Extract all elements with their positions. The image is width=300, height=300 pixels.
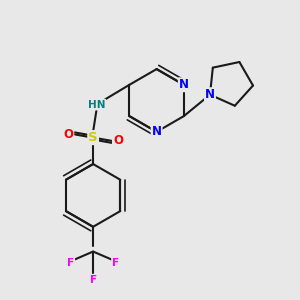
Text: O: O: [63, 128, 73, 141]
Text: O: O: [113, 134, 123, 147]
Text: F: F: [89, 274, 97, 285]
Text: N: N: [179, 78, 189, 91]
Text: N: N: [152, 125, 162, 138]
Text: S: S: [88, 131, 98, 144]
Text: N: N: [205, 88, 215, 101]
Text: F: F: [112, 258, 119, 268]
Text: HN: HN: [88, 100, 105, 110]
Text: F: F: [67, 258, 74, 268]
